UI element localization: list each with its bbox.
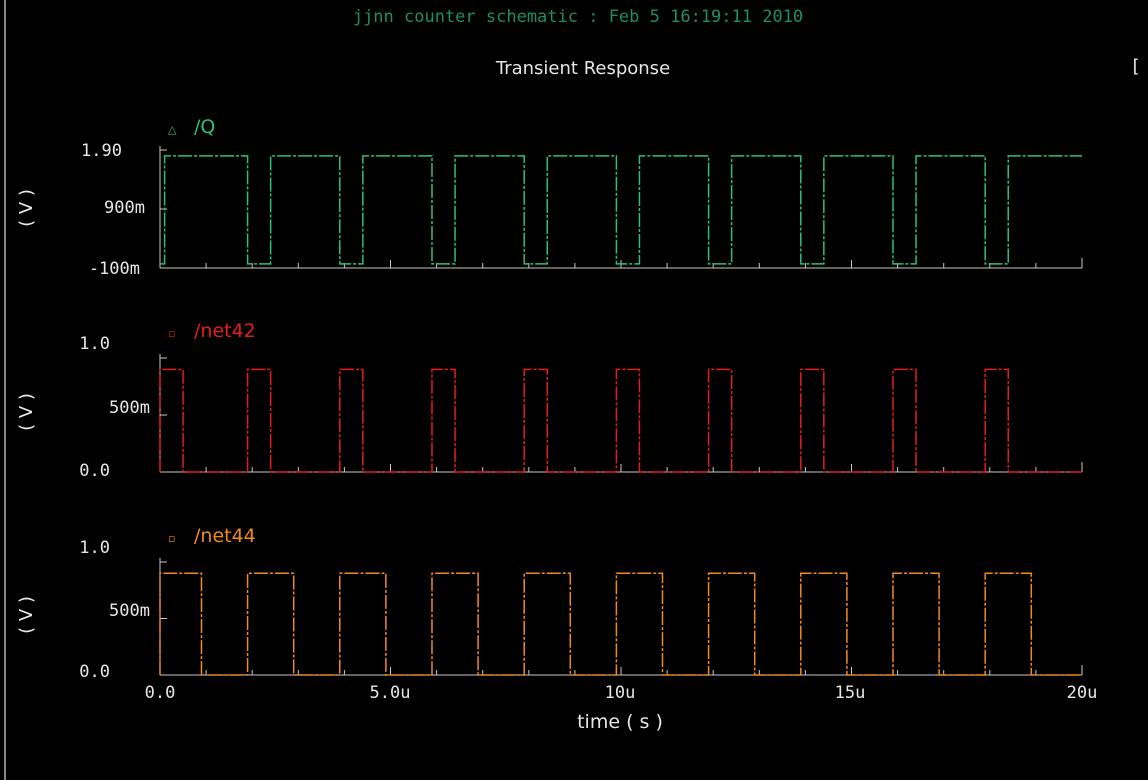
series-line-net44 (159, 572, 1082, 676)
panel-net44: ▫ /net44 ( V ) 1.0 500m 0.0 (16, 525, 1083, 682)
legend-label-net42[interactable]: /net42 (194, 320, 256, 342)
x-tick-label-4: 20u (1067, 683, 1098, 703)
waveform-net42 (159, 368, 1082, 473)
x-tick-label-2: 10u (605, 683, 636, 703)
plot-title: Transient Response (495, 58, 670, 79)
y-tick-label-q-top: 1.90 (81, 141, 122, 161)
x-tick-label-1: 5.0u (370, 683, 411, 703)
legend-marker-net42[interactable]: ▫ (168, 327, 175, 340)
y-axis-label-net44: ( V ) (16, 596, 37, 634)
y-tick-label-q-bottom: -100m (89, 259, 140, 279)
y-tick-label-q-mid: 900m (104, 198, 145, 218)
axes-net44 (159, 558, 1083, 676)
y-tick-label-net42-mid: 500m (109, 398, 150, 418)
y-axis-label-net42: ( V ) (16, 393, 37, 431)
x-axis-label: time ( s ) (577, 711, 663, 733)
window-header: jjnn counter schematic : Feb 5 16:19:11 … (353, 7, 803, 27)
series-line-net42 (159, 368, 1082, 473)
y-tick-label-net44-top: 1.0 (79, 538, 110, 558)
y-tick-label-net42-top: 1.0 (79, 334, 110, 354)
x-tick-label-0: 0.0 (145, 683, 176, 703)
legend-label-net44[interactable]: /net44 (194, 525, 256, 547)
waveform-net44 (159, 572, 1082, 676)
x-tick-label-3: 15u (835, 683, 866, 703)
y-tick-label-net44-mid: 500m (109, 601, 150, 621)
waveform-q (160, 155, 1082, 265)
legend-marker-net44[interactable]: ▫ (168, 532, 175, 545)
y-tick-label-net44-bottom: 0.0 (79, 662, 110, 682)
corner-mark: [ (1130, 56, 1141, 77)
panel-q: △ /Q ( V ) 1.90 900m -100m (16, 116, 1083, 279)
axes-net42 (159, 354, 1083, 473)
y-axis-label-q: ( V ) (16, 189, 37, 227)
series-line-q (160, 155, 1082, 265)
panel-net42: ▫ /net42 ( V ) 1.0 500m 0.0 (16, 320, 1083, 481)
legend-label-q[interactable]: /Q (194, 116, 215, 138)
legend-marker-q[interactable]: △ (168, 123, 177, 136)
y-tick-label-net42-bottom: 0.0 (79, 461, 110, 481)
axes-q (159, 146, 1083, 269)
